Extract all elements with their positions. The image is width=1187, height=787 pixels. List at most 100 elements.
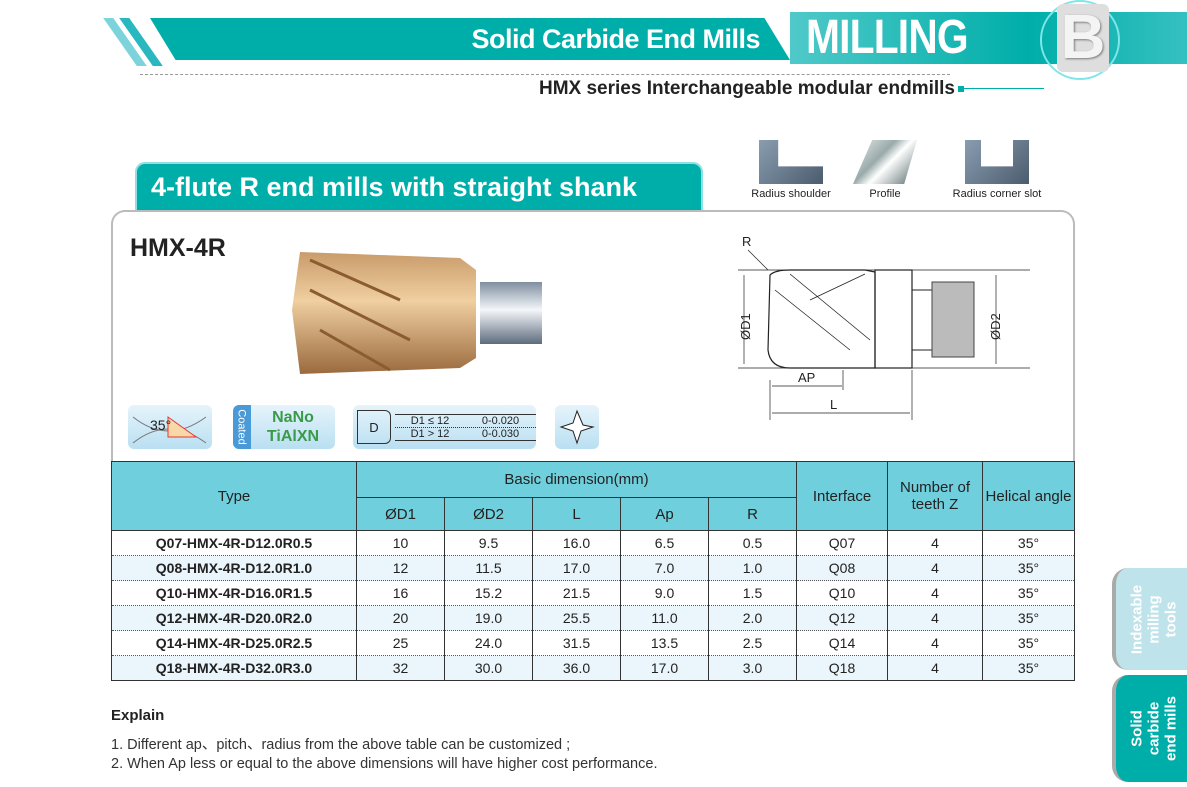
- table-cell: 10: [356, 530, 445, 556]
- operation-radius-corner-slot: Radius corner slot: [952, 140, 1042, 200]
- table-cell: 21.5: [532, 580, 621, 606]
- table-cell: Q08: [796, 555, 888, 581]
- label-r: R: [742, 234, 751, 249]
- col-ap: Ap: [620, 497, 709, 531]
- table-cell: 19.0: [444, 605, 533, 631]
- table-cell: 35°: [982, 580, 1075, 606]
- profile-icon: [853, 140, 917, 184]
- table-row: Q10-HMX-4R-D16.0R1.5 16 15.2 21.5 9.0 1.5 Q10 4…: [111, 580, 1075, 606]
- operation-label: Radius shoulder: [751, 188, 831, 200]
- col-d2: ØD2: [444, 497, 533, 531]
- table-cell: 4: [887, 655, 983, 681]
- table-cell: 11.0: [620, 605, 709, 631]
- side-tab-indexable[interactable]: Indexable milling tools: [1112, 568, 1187, 670]
- side-tab-solid-carbide[interactable]: Solid carbide end mills: [1112, 675, 1187, 782]
- table-cell: 4: [887, 530, 983, 556]
- type-cell: Q12-HMX-4R-D20.0R2.0: [111, 605, 357, 631]
- table-cell: 4: [887, 605, 983, 631]
- col-basic-dimension: Basic dimension(mm): [356, 461, 797, 498]
- col-helical: Helical angle: [982, 461, 1075, 531]
- table-cell: 3.0: [708, 655, 797, 681]
- table-cell: 0.5: [708, 530, 797, 556]
- side-tab-label: Solid carbide end mills: [1128, 695, 1180, 762]
- table-cell: 12: [356, 555, 445, 581]
- table-cell: 7.0: [620, 555, 709, 581]
- table-cell: 25.5: [532, 605, 621, 631]
- model-name: HMX-4R: [130, 234, 226, 262]
- type-cell: Q10-HMX-4R-D16.0R1.5: [111, 580, 357, 606]
- tol-value: 0-0.030: [481, 427, 520, 440]
- table-cell: 2.0: [708, 605, 797, 631]
- explain-line: 2. When Ap less or equal to the above di…: [111, 756, 658, 772]
- table-row: Q14-HMX-4R-D25.0R2.5 25 24.0 31.5 13.5 2.5 Q14…: [111, 630, 1075, 656]
- table-cell: Q07: [796, 530, 888, 556]
- col-d1: ØD1: [356, 497, 445, 531]
- tolerance-badge: D D1 ≤ 12 0-0.020 D1 > 12 0-0.030: [353, 405, 536, 449]
- section-title: 4-flute R end mills with straight shank: [135, 162, 703, 210]
- table-cell: 24.0: [444, 630, 533, 656]
- operation-label: Radius corner slot: [952, 188, 1042, 200]
- product-image: [292, 252, 542, 374]
- table-cell: 9.0: [620, 580, 709, 606]
- table-cell: 15.2: [444, 580, 533, 606]
- tol-cond: D1 ≤ 12: [410, 414, 450, 427]
- subtitle-marker: [958, 86, 964, 92]
- col-l: L: [532, 497, 621, 531]
- table-cell: 35°: [982, 555, 1075, 581]
- table-cell: 6.5: [620, 530, 709, 556]
- label-ap: AP: [798, 370, 815, 385]
- technical-drawing: R ØD1 ØD2 AP L: [738, 234, 1030, 420]
- type-cell: Q14-HMX-4R-D25.0R2.5: [111, 630, 357, 656]
- helix-angle-value: 35°: [150, 417, 172, 433]
- radius-corner-slot-icon: [965, 140, 1029, 184]
- operation-profile: Profile: [840, 140, 930, 200]
- type-cell: Q08-HMX-4R-D12.0R1.0: [111, 555, 357, 581]
- table-cell: 16.0: [532, 530, 621, 556]
- flute-lines: [309, 258, 411, 372]
- dimension-table: Type Basic dimension(mm) Interface Number o…: [111, 461, 1075, 681]
- coating-badge: Coated NaNo TiAlXN: [233, 405, 335, 449]
- subtitle-line: [964, 88, 1044, 89]
- table-cell: 25: [356, 630, 445, 656]
- coating-line1: NaNo: [272, 409, 314, 426]
- table-cell: 16: [356, 580, 445, 606]
- table-cell: 4: [887, 630, 983, 656]
- side-tab-label: Indexable milling tools: [1128, 584, 1180, 654]
- col-interface: Interface: [796, 461, 888, 531]
- header-title: Solid Carbide End Mills: [471, 24, 760, 54]
- thread-shank: [480, 282, 542, 344]
- table-cell: 4: [887, 555, 983, 581]
- col-type: Type: [111, 461, 357, 531]
- product-panel: [111, 210, 1075, 470]
- table-cell: 17.0: [620, 655, 709, 681]
- header-band: [150, 18, 790, 60]
- col-teeth: Number of teeth Z: [887, 461, 983, 531]
- helix-angle-badge: 35°: [128, 405, 212, 449]
- type-cell: Q18-HMX-4R-D32.0R3.0: [111, 655, 357, 681]
- table-cell: 2.5: [708, 630, 797, 656]
- table-cell: 35°: [982, 605, 1075, 631]
- tol-value: 0-0.020: [481, 414, 520, 427]
- type-cell: Q07-HMX-4R-D12.0R0.5: [111, 530, 357, 556]
- explain-line: 1. Different ap、pitch、radius from the ab…: [111, 737, 571, 753]
- category-title: MILLING: [806, 11, 969, 64]
- cutter-head: [292, 252, 476, 374]
- table-cell: Q10: [796, 580, 888, 606]
- section-letter: B: [1057, 4, 1109, 72]
- table-cell: 9.5: [444, 530, 533, 556]
- table-cell: 30.0: [444, 655, 533, 681]
- explain-title: Explain: [111, 707, 165, 724]
- helix-angle-icon: [132, 416, 207, 444]
- tol-cond: D1 > 12: [410, 427, 450, 440]
- table-cell: 1.5: [708, 580, 797, 606]
- table-row: Q18-HMX-4R-D32.0R3.0 32 30.0 36.0 17.0 3.0 Q18…: [111, 655, 1075, 681]
- table-cell: 36.0: [532, 655, 621, 681]
- table-cell: 20: [356, 605, 445, 631]
- divider: [140, 74, 950, 75]
- table-cell: Q18: [796, 655, 888, 681]
- table-cell: Q14: [796, 630, 888, 656]
- label-l: L: [830, 397, 837, 412]
- header-subtitle: HMX series Interchangeable modular endmi…: [538, 78, 955, 99]
- header-band-right: [790, 12, 1187, 64]
- table-cell: 35°: [982, 530, 1075, 556]
